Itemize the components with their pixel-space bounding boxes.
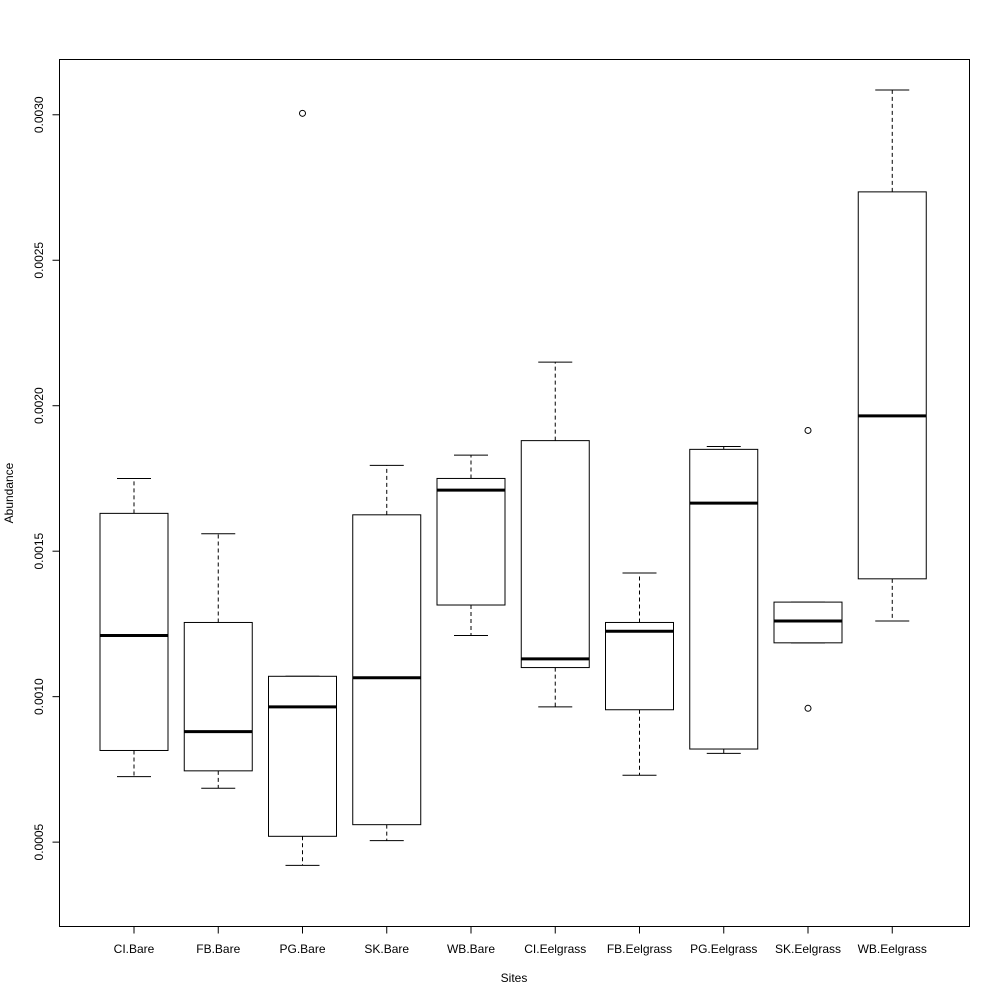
x-tick-label: PG.Bare	[279, 942, 325, 956]
x-tick-label: FB.Bare	[196, 942, 240, 956]
x-tick-label: SK.Eelgrass	[775, 942, 841, 956]
box-FB.Bare	[184, 534, 252, 789]
y-tick-label: 0.0030	[32, 96, 46, 133]
box-series	[100, 90, 926, 865]
box-PG.Eelgrass	[690, 446, 758, 753]
box-body	[690, 449, 758, 749]
box-body	[184, 622, 252, 770]
box-body	[606, 622, 674, 709]
box-SK.Eelgrass	[774, 427, 842, 711]
outlier-point	[805, 705, 811, 711]
box-body	[437, 478, 505, 605]
box-body	[100, 513, 168, 750]
y-tick-label: 0.0015	[32, 533, 46, 570]
box-WB.Bare	[437, 455, 505, 635]
box-PG.Bare	[269, 110, 337, 865]
y-axis: 0.0005 0.0010 0.0015 0.0020 0.0025 0.0030	[32, 96, 60, 860]
box-body	[269, 676, 337, 836]
box-CI.Eelgrass	[521, 362, 589, 707]
y-tick-label: 0.0020	[32, 387, 46, 424]
plot-frame	[60, 60, 970, 927]
box-SK.Bare	[353, 465, 421, 840]
box-body	[353, 515, 421, 825]
box-CI.Bare	[100, 478, 168, 776]
x-tick-label: CI.Bare	[114, 942, 155, 956]
y-axis-title: Abundance	[2, 462, 16, 523]
x-axis-title: Sites	[501, 971, 528, 985]
x-tick-label: FB.Eelgrass	[607, 942, 672, 956]
x-tick-label: WB.Bare	[447, 942, 495, 956]
y-tick-label: 0.0010	[32, 678, 46, 715]
outlier-point	[300, 110, 306, 116]
box-FB.Eelgrass	[606, 573, 674, 775]
outlier-point	[805, 427, 811, 433]
y-tick-label: 0.0005	[32, 823, 46, 860]
x-tick-label: WB.Eelgrass	[858, 942, 927, 956]
box-body	[521, 441, 589, 668]
y-tick-label: 0.0025	[32, 242, 46, 279]
x-tick-label: CI.Eelgrass	[524, 942, 586, 956]
box-WB.Eelgrass	[858, 90, 926, 621]
x-tick-label: SK.Bare	[364, 942, 409, 956]
x-tick-label: PG.Eelgrass	[690, 942, 757, 956]
box-body	[858, 192, 926, 579]
x-axis: CI.Bare FB.Bare PG.Bare SK.Bare WB.Bare CI.Ee…	[114, 927, 927, 957]
